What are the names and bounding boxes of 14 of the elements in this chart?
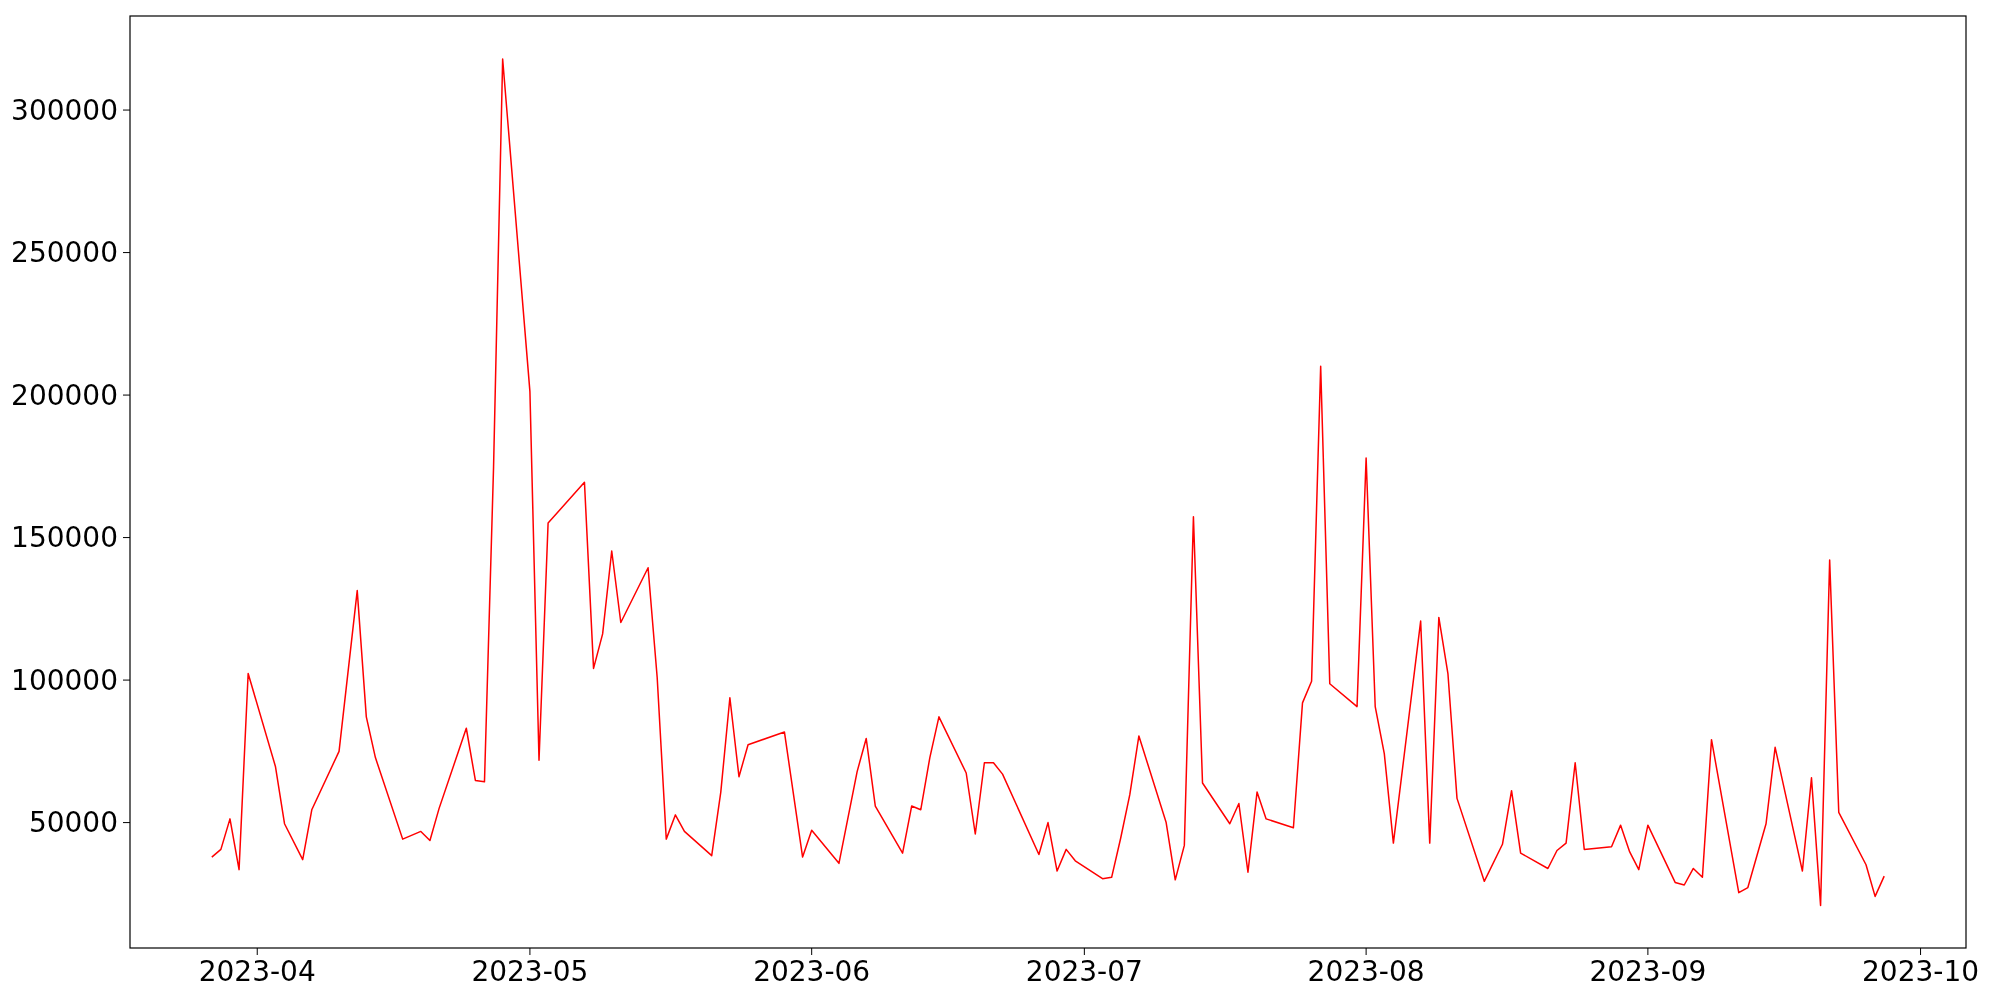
y-tick-label: 250000: [11, 236, 118, 270]
x-tick-label: 2023-05: [471, 955, 589, 988]
x-tick-label: 2023-08: [1307, 955, 1425, 988]
y-tick-label: 300000: [11, 93, 118, 127]
x-tick-label: 2023-09: [1589, 955, 1707, 988]
x-tick-label: 2023-06: [753, 955, 871, 988]
y-tick-label: 50000: [28, 806, 118, 840]
x-tick-label: 2023-10: [1862, 955, 1980, 988]
y-tick-label: 150000: [11, 521, 118, 555]
y-tick-label: 200000: [11, 378, 118, 412]
y-tick-label: 100000: [11, 663, 118, 697]
x-tick-label: 2023-07: [1025, 955, 1143, 988]
x-tick-label: 2023-04: [198, 955, 316, 988]
line-series: [211, 58, 1885, 907]
